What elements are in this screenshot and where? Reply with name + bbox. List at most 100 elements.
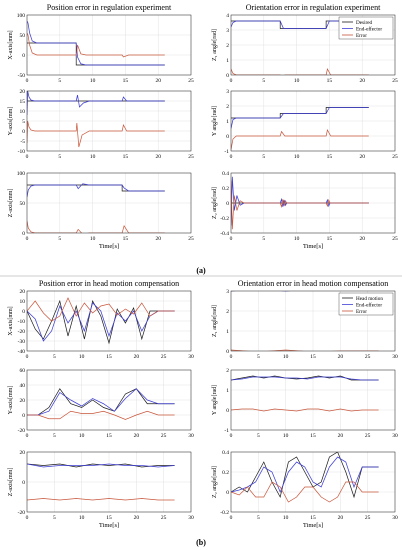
x-tick-label: 5: [262, 236, 265, 242]
y-tick-label: -0.2: [220, 510, 229, 516]
error-line: [231, 481, 379, 503]
x-axis-label: Time[s]: [303, 243, 323, 250]
legend-entry: End-effector: [356, 301, 382, 308]
y-axis-label: Z₁ angle[rad]: [212, 305, 218, 337]
y-axis-label: Y angle[rad]: [212, 106, 218, 136]
y-tick-label: 0: [22, 231, 25, 237]
y-tick-label: 2: [226, 104, 229, 110]
y-axis-label: Y angle[rad]: [212, 385, 218, 415]
error-line: [231, 408, 379, 412]
y-tick-label: -40: [18, 349, 26, 355]
desired-line: [27, 299, 175, 345]
x-tick-label: 30: [188, 433, 194, 439]
y-tick-label: 3: [226, 28, 229, 34]
x-tick-label: 25: [365, 515, 371, 521]
x-tick-label: 0: [230, 515, 233, 521]
end_effector-line: [231, 20, 369, 29]
x-tick-label: 15: [123, 236, 129, 242]
x-tick-label: 5: [53, 433, 56, 439]
x-tick-label: 25: [188, 236, 194, 242]
y-tick-label: -5: [20, 139, 25, 145]
chart-title: Orientation error in head motion compens…: [238, 279, 388, 288]
y-tick-label: 20: [20, 450, 26, 456]
x-tick-label: 10: [283, 354, 289, 360]
chart-b-pos-x: 0 5 10 15 20 25 30 -40 -30 -20 -10 0 10 20 Position er…: [8, 279, 194, 360]
x-tick-label: 15: [310, 354, 316, 360]
y-tick-label: -30: [18, 339, 26, 345]
x-tick-label: 10: [79, 433, 85, 439]
x-tick-label: 30: [188, 354, 194, 360]
x-tick-label: 20: [359, 78, 365, 84]
x-tick-label: 20: [134, 515, 140, 521]
chart-title: Position error in regulation experiment: [47, 3, 172, 12]
chart-a-ori-z1: 0 5 10 15 20 25 0 1 2 3 4 Orientation error in regu…: [212, 3, 398, 84]
y-tick-label: 4: [226, 13, 229, 19]
y-axis-label: Y-axis[mm]: [8, 107, 14, 136]
end_effector-line: [27, 463, 175, 468]
end_effector-line: [27, 20, 165, 66]
x-tick-label: 20: [134, 354, 140, 360]
chart-title: Position error in head motion compensati…: [39, 279, 179, 288]
x-tick-label: 25: [188, 154, 194, 160]
x-tick-label: 5: [58, 78, 61, 84]
end_effector-line: [27, 91, 165, 116]
y-tick-label: 2: [226, 368, 229, 374]
y-tick-label: 3: [226, 289, 229, 295]
x-tick-label: 30: [188, 515, 194, 521]
y-axis-label: X-axis[mm]: [8, 306, 14, 335]
error-line: [231, 68, 369, 75]
plot-frame: [26, 290, 192, 352]
x-tick-label: 20: [155, 154, 161, 160]
chart-b-ori-z1: 0 5 10 15 20 25 30 0 1 2 3 Orientation error in hea…: [212, 279, 398, 360]
y-tick-label: 0: [22, 53, 25, 59]
x-tick-label: 25: [392, 236, 398, 242]
x-tick-label: 5: [58, 236, 61, 242]
end_effector-line: [231, 456, 379, 493]
y-tick-label: 1: [226, 119, 229, 125]
desired-line: [27, 388, 175, 416]
end_effector-line: [27, 302, 175, 342]
x-axis-label: Time[s]: [303, 522, 323, 529]
y-tick-label: 40: [20, 383, 26, 389]
y-tick-label: 0: [226, 201, 229, 207]
end_effector-line: [231, 107, 369, 129]
x-tick-label: 0: [230, 78, 233, 84]
x-tick-label: 15: [123, 78, 129, 84]
x-tick-label: 0: [230, 236, 233, 242]
x-tick-label: 15: [310, 433, 316, 439]
plot-frame: [26, 172, 192, 234]
x-tick-label: 15: [106, 354, 112, 360]
y-axis-label: Y-axis[mm]: [8, 386, 14, 415]
x-tick-label: 25: [392, 78, 398, 84]
y-tick-label: 50: [20, 33, 26, 39]
legend-entry: Error: [356, 33, 367, 39]
x-tick-label: 5: [257, 433, 260, 439]
y-tick-label: 1: [226, 58, 229, 64]
y-axis-label: Z₁ angle[rad]: [212, 29, 218, 61]
x-tick-label: 25: [161, 433, 167, 439]
y-tick-label: -1: [224, 149, 229, 155]
error-line: [27, 32, 165, 58]
y-tick-label: 0.4: [222, 450, 229, 456]
y-tick-label: 0: [22, 413, 25, 419]
x-tick-label: 30: [392, 433, 398, 439]
x-tick-label: 0: [26, 236, 29, 242]
y-axis-label: Z-axis[mm]: [8, 189, 14, 218]
y-axis-label: Z-axis[mm]: [8, 468, 14, 497]
x-tick-label: 0: [230, 154, 233, 160]
plot-frame: [26, 90, 192, 152]
legend-box: [338, 16, 394, 40]
x-tick-label: 10: [294, 236, 300, 242]
y-tick-label: -20: [18, 510, 26, 516]
error-line: [27, 498, 175, 501]
legend-entry: End-effector: [356, 25, 382, 32]
legend-entry: Error: [356, 309, 367, 315]
plot-frame: [230, 172, 396, 234]
y-tick-label: 10: [20, 299, 26, 305]
x-tick-label: 15: [123, 154, 129, 160]
y-tick-label: 100: [17, 171, 26, 177]
legend-entry: Desired: [356, 20, 373, 26]
